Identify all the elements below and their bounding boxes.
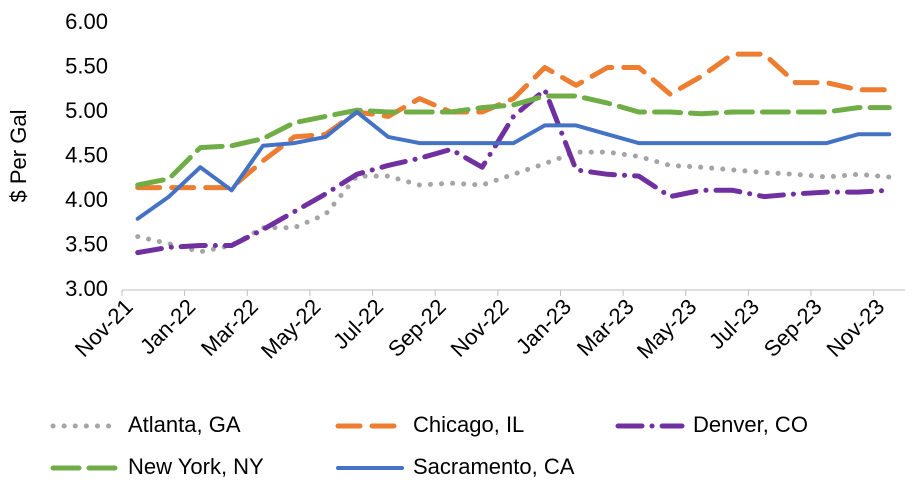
legend-label: Denver, CO <box>693 412 808 437</box>
y-tick-label: 4.50 <box>65 142 108 167</box>
x-tick-label: Sep-23 <box>759 294 827 362</box>
series-line <box>135 51 892 191</box>
x-tick-label: May-22 <box>256 294 326 364</box>
y-tick-label: 3.00 <box>65 276 108 301</box>
series-line <box>135 149 892 255</box>
legend-label: Chicago, IL <box>413 412 524 437</box>
x-tick-label: May-23 <box>632 294 702 364</box>
x-tick-label: Jan-23 <box>511 294 576 359</box>
y-tick-label: 4.00 <box>65 187 108 212</box>
y-axis-title: $ Per Gal <box>6 110 31 203</box>
x-tick-label: Jan-22 <box>135 294 200 359</box>
x-tick-label: Sep-22 <box>383 294 451 362</box>
x-tick-label: Mar-22 <box>196 294 263 361</box>
x-tick-label: Nov-22 <box>446 294 514 362</box>
legend-label: Atlanta, GA <box>128 412 241 437</box>
legend-label: Sacramento, CA <box>413 454 575 479</box>
y-tick-label: 5.00 <box>65 98 108 123</box>
x-tick-label: Jul-22 <box>328 294 388 354</box>
series-line <box>135 93 892 188</box>
x-tick-label: Jul-23 <box>704 294 764 354</box>
y-tick-label: 3.50 <box>65 231 108 256</box>
y-tick-label: 6.00 <box>65 9 108 34</box>
series-line <box>135 110 892 221</box>
y-tick-label: 5.50 <box>65 53 108 78</box>
legend-label: New York, NY <box>128 454 264 479</box>
x-tick-label: Nov-21 <box>70 294 138 362</box>
x-tick-label: Mar-23 <box>572 294 639 361</box>
x-tick-label: Nov-23 <box>821 294 889 362</box>
series-line <box>135 87 892 256</box>
